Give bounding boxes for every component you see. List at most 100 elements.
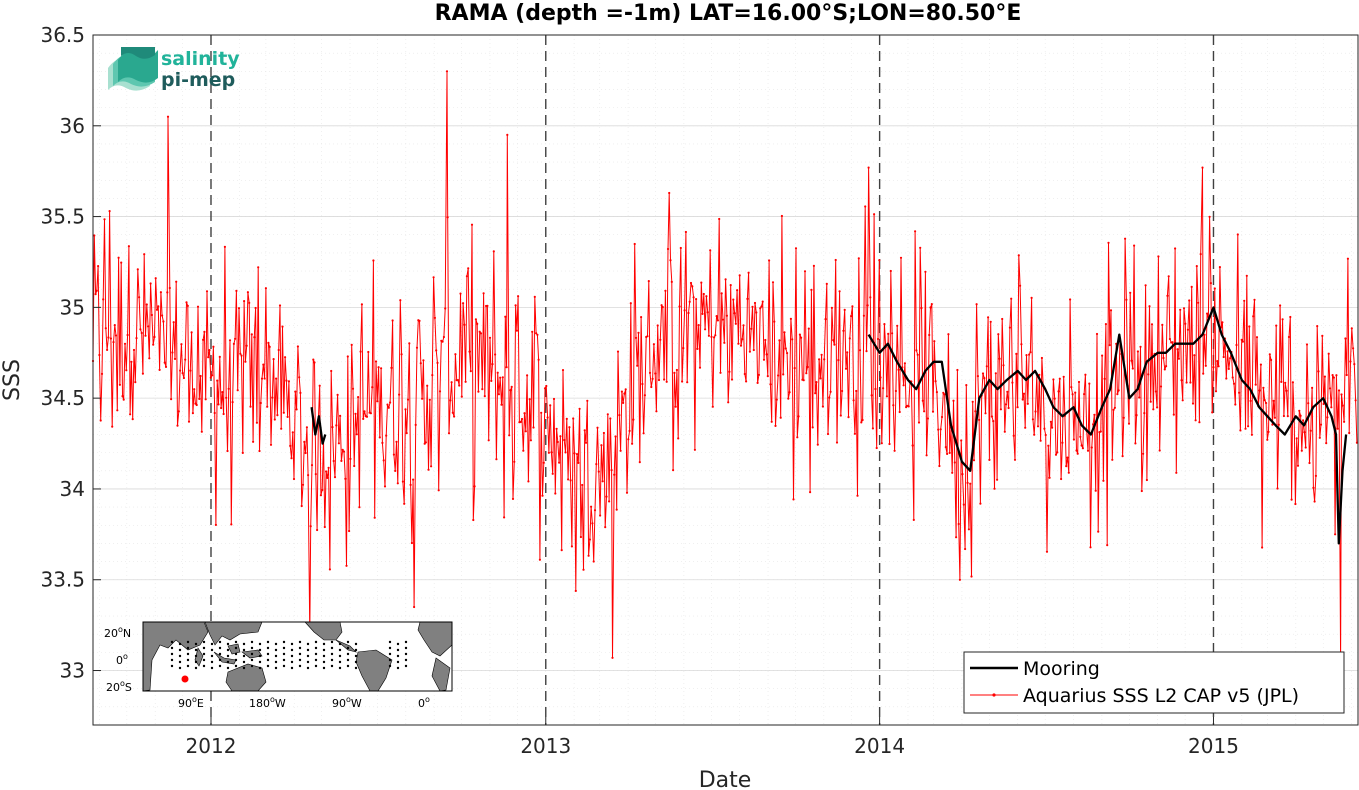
inset-mooring-dot	[194, 654, 198, 658]
inset-mooring-dot	[346, 658, 350, 662]
inset-mooring-dot	[226, 666, 230, 670]
inset-mooring-dot	[338, 654, 342, 658]
series-layer	[91, 70, 1359, 663]
inset-mooring-dot	[404, 658, 408, 662]
inset-mooring-dot	[388, 640, 392, 644]
inset-mooring-dot	[338, 666, 342, 670]
y-tick-label: 33.5	[40, 568, 85, 592]
x-tick-label: 2013	[520, 734, 571, 758]
inset-map: 20oN 0o 20oS 90oE 180oW 90oW 0o	[104, 621, 453, 710]
inset-lon-label-2: 180oW	[249, 695, 286, 710]
inset-lat-label-3: 20oS	[106, 679, 132, 694]
x-tick-label: 2014	[854, 734, 905, 758]
inset-mooring-dot	[282, 640, 286, 644]
inset-mooring-dot	[314, 652, 318, 656]
inset-mooring-dot	[396, 642, 400, 646]
inset-mooring-dot	[170, 646, 174, 650]
inset-mooring-dot	[234, 658, 238, 662]
inset-mooring-dot	[354, 660, 358, 664]
inset-lon-label-3: 90oW	[332, 695, 362, 710]
inset-mooring-dot	[234, 652, 238, 656]
inset-mooring-dot	[298, 646, 302, 650]
inset-mooring-dot	[194, 648, 198, 652]
inset-mooring-dot	[388, 652, 392, 656]
inset-mooring-dot	[404, 640, 408, 644]
inset-mooring-dot	[306, 666, 310, 670]
inset-mooring-dot	[330, 640, 334, 644]
inset-mooring-dot	[218, 640, 222, 644]
inset-mooring-dot	[306, 654, 310, 658]
inset-mooring-dot	[330, 664, 334, 668]
inset-mooring-dot	[242, 666, 246, 670]
inset-mooring-dot	[266, 652, 270, 656]
inset-mooring-dot	[218, 652, 222, 656]
inset-mooring-dot	[234, 664, 238, 668]
inset-mooring-dot	[210, 654, 214, 658]
inset-mooring-dot	[258, 660, 262, 664]
y-tick-label: 36	[60, 114, 85, 138]
inset-lon-label-1: 90oE	[178, 695, 204, 710]
inset-mooring-dot	[178, 660, 182, 664]
inset-mooring-dot	[250, 640, 254, 644]
inset-mooring-dot	[170, 664, 174, 668]
series-line-mooring	[310, 306, 1348, 545]
inset-mooring-dot	[250, 652, 254, 656]
inset-mooring-dot	[306, 660, 310, 664]
inset-mooring-dot	[314, 664, 318, 668]
inset-mooring-dot	[346, 652, 350, 656]
inset-mooring-dot	[170, 658, 174, 662]
inset-mooring-dot	[338, 648, 342, 652]
inset-mooring-dot	[396, 666, 400, 670]
mooring-segment	[310, 407, 327, 445]
inset-mooring-dot	[242, 654, 246, 658]
inset-mooring-dot	[298, 652, 302, 656]
inset-mooring-dot	[290, 660, 294, 664]
inset-mooring-dot	[290, 648, 294, 652]
inset-mooring-dot	[274, 654, 278, 658]
y-tick-label: 34	[60, 477, 85, 501]
legend-label-mooring: Mooring	[1023, 658, 1100, 680]
y-tick-label: 35.5	[40, 205, 85, 229]
logo-text-line1: salinity	[161, 48, 240, 70]
inset-mooring-dot	[314, 640, 318, 644]
inset-mooring-dot	[170, 652, 174, 656]
inset-mooring-dot	[322, 654, 326, 658]
inset-mooring-dot	[290, 642, 294, 646]
inset-mooring-dot	[330, 652, 334, 656]
inset-mooring-dot	[266, 664, 270, 668]
inset-mooring-dot	[404, 652, 408, 656]
inset-mooring-dot	[330, 646, 334, 650]
inset-mooring-dot	[202, 640, 206, 644]
inset-mooring-dot	[202, 658, 206, 662]
inset-mooring-dot	[186, 652, 190, 656]
mooring-segment	[867, 306, 1348, 545]
inset-mooring-dot	[210, 642, 214, 646]
inset-mooring-dot	[178, 666, 182, 670]
inset-mooring-dot	[250, 658, 254, 662]
inset-mooring-dot	[250, 646, 254, 650]
inset-mooring-dot	[186, 646, 190, 650]
inset-mooring-dot	[396, 648, 400, 652]
inset-mooring-dot	[210, 660, 214, 664]
legend-box	[963, 651, 1345, 714]
inset-mooring-dot	[314, 646, 318, 650]
inset-mooring-dot	[322, 648, 326, 652]
inset-mooring-dot	[354, 654, 358, 658]
inset-mooring-dot	[338, 660, 342, 664]
inset-mooring-dot	[234, 640, 238, 644]
y-tick-label: 34.5	[40, 386, 85, 410]
inset-lat-label-1: 20oN	[104, 625, 131, 640]
inset-mooring-dot	[346, 646, 350, 650]
inset-mooring-dot	[274, 648, 278, 652]
inset-map-land	[142, 621, 453, 692]
inset-mooring-dot	[274, 642, 278, 646]
inset-mooring-dot	[282, 646, 286, 650]
inset-mooring-dot	[314, 658, 318, 662]
inset-mooring-dot	[178, 642, 182, 646]
y-axis-label: SSS	[0, 359, 25, 401]
inset-mooring-dot	[396, 660, 400, 664]
inset-mooring-dot	[234, 646, 238, 650]
inset-mooring-dot	[258, 642, 262, 646]
inset-mooring-dot	[242, 648, 246, 652]
